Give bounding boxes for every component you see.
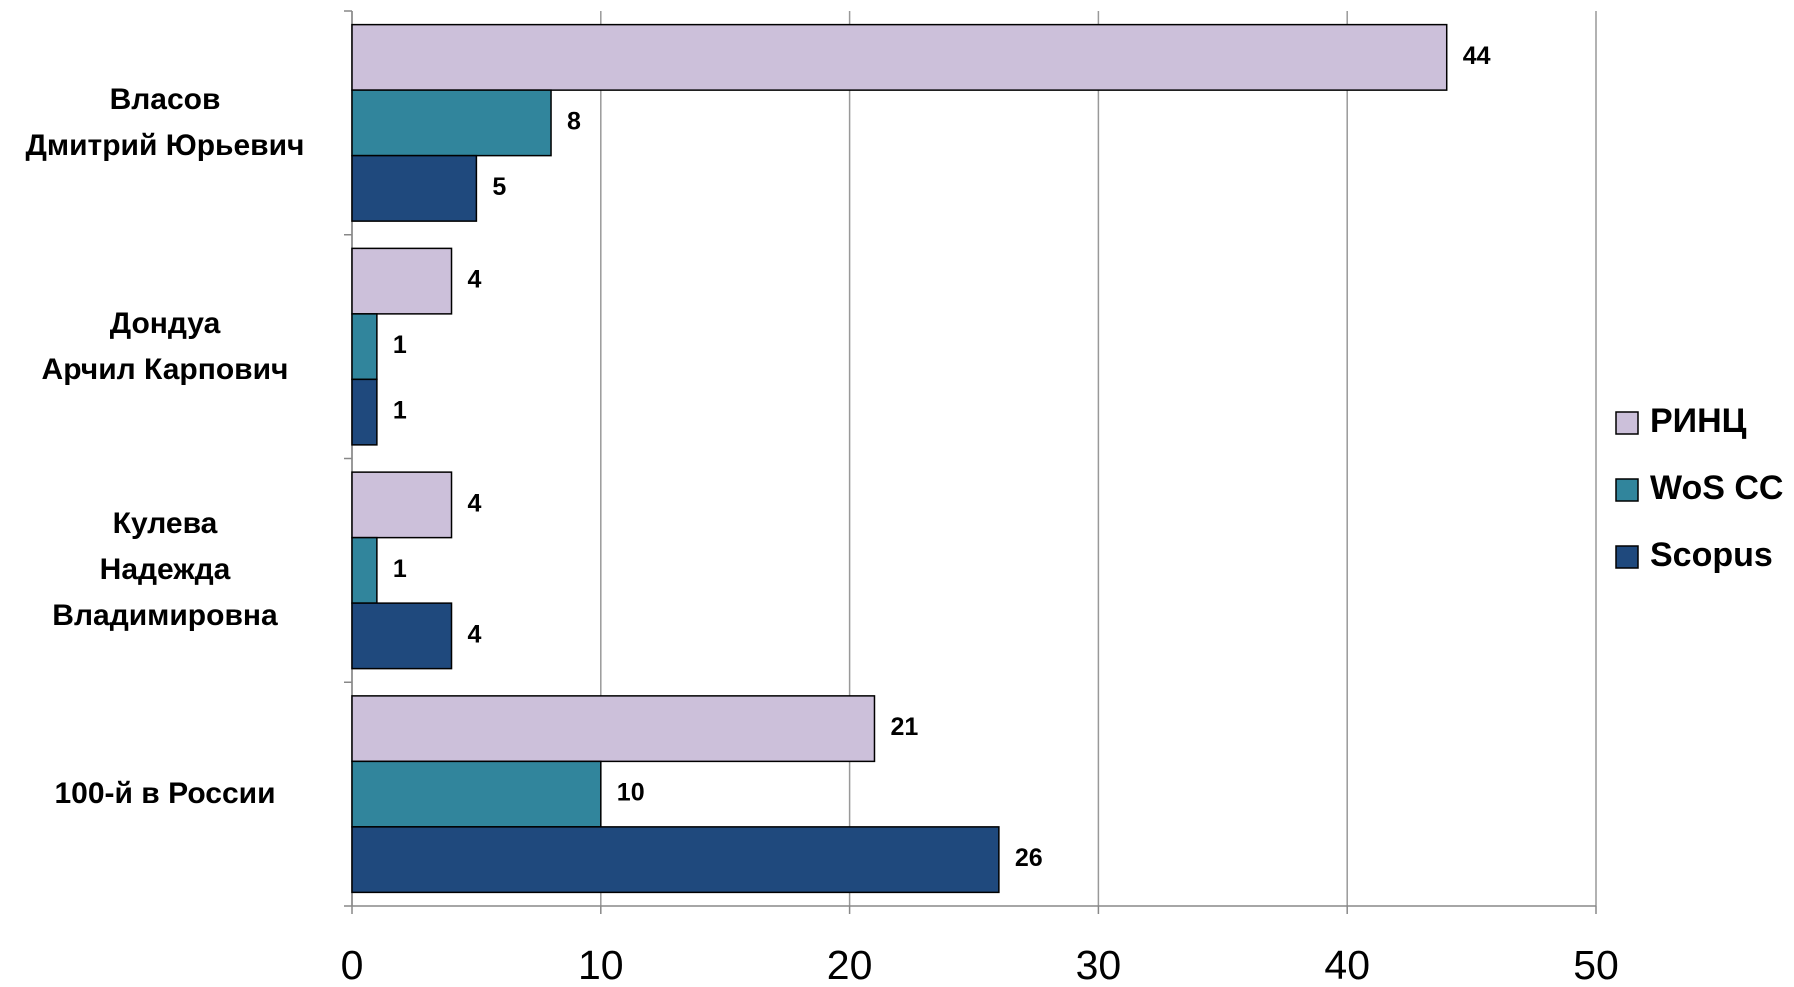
x-tick-label: 20: [827, 942, 873, 987]
bar: [351, 760, 602, 828]
bar: [351, 695, 876, 763]
legend-swatch: [1615, 478, 1639, 502]
x-tick-label: 40: [1324, 942, 1370, 987]
bar: [351, 247, 453, 315]
bar: [351, 378, 378, 446]
bar: [351, 313, 378, 381]
bar: [351, 89, 552, 157]
bar: [351, 536, 378, 604]
legend-label: WoS CC: [1650, 469, 1783, 507]
bar: [351, 471, 453, 539]
value-label: 1: [393, 555, 407, 583]
legend-swatch: [1615, 411, 1639, 435]
value-label: 4: [468, 266, 482, 294]
value-label: 44: [1463, 42, 1491, 70]
legend-label: РИНЦ: [1650, 402, 1747, 440]
x-tick-label: 50: [1573, 942, 1619, 987]
value-label: 8: [567, 107, 581, 135]
value-label: 1: [393, 331, 407, 359]
value-label: 4: [468, 489, 482, 517]
y-tick-label: Кулева Надежда Владимировна: [52, 507, 278, 633]
legend-label: Scopus: [1650, 536, 1773, 574]
bar: [351, 826, 1000, 894]
value-label: 26: [1015, 844, 1043, 872]
value-label: 21: [890, 713, 918, 741]
x-tick-label: 10: [578, 942, 624, 987]
bar: [351, 602, 453, 670]
x-tick-label: 0: [341, 942, 364, 987]
legend-swatch: [1615, 545, 1639, 569]
y-tick-label: 100-й в России: [54, 777, 276, 811]
value-label: 4: [468, 620, 482, 648]
y-tick-label: Дондуа Арчил Карпович: [41, 306, 289, 386]
x-tick-label: 30: [1076, 942, 1122, 987]
value-label: 10: [617, 779, 645, 807]
bar: [351, 154, 478, 222]
y-tick-label: Власов Дмитрий Юрьевич: [25, 82, 305, 162]
bar: [351, 23, 1448, 91]
value-label: 1: [393, 397, 407, 425]
value-label: 5: [492, 173, 506, 201]
